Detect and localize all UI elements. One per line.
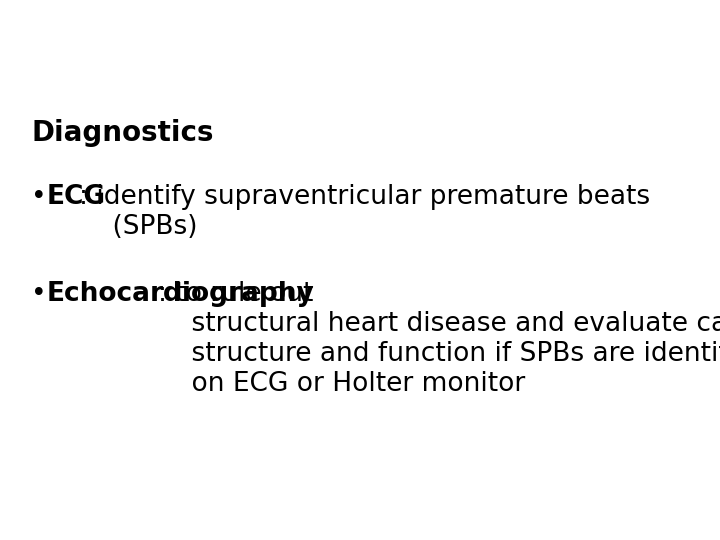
Text: : to rule out
    structural heart disease and evaluate cardiac
    structure an: : to rule out structural heart disease a… [158, 281, 720, 397]
Text: : identify supraventricular premature beats
    (SPBs): : identify supraventricular premature be… [79, 184, 650, 240]
Text: •: • [31, 281, 47, 307]
Text: Diagnostics: Diagnostics [31, 119, 214, 147]
Text: ECG: ECG [47, 184, 106, 210]
Text: •: • [31, 184, 47, 210]
Text: Echocardiography: Echocardiography [47, 281, 315, 307]
